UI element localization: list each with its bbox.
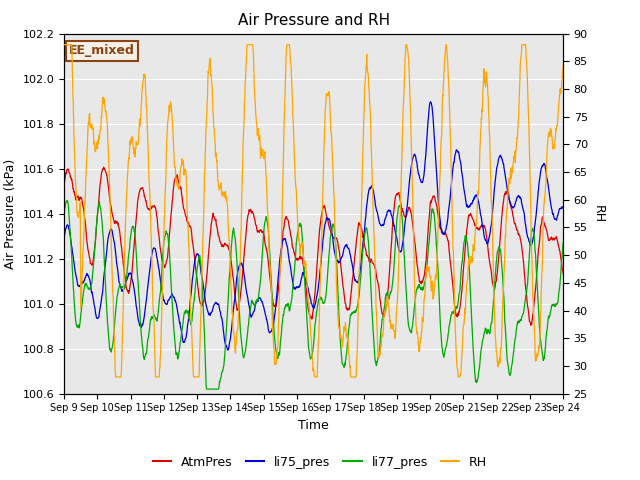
Text: EE_mixed: EE_mixed [69, 44, 135, 58]
Y-axis label: RH: RH [591, 204, 604, 223]
Title: Air Pressure and RH: Air Pressure and RH [237, 13, 390, 28]
Y-axis label: Air Pressure (kPa): Air Pressure (kPa) [4, 158, 17, 269]
Legend: AtmPres, li75_pres, li77_pres, RH: AtmPres, li75_pres, li77_pres, RH [148, 451, 492, 474]
X-axis label: Time: Time [298, 419, 329, 432]
